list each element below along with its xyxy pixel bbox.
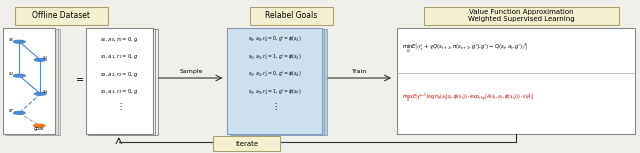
Circle shape [13, 74, 25, 77]
Text: $s_1, a_1, r_1=0, g$: $s_1, a_1, r_1=0, g$ [100, 52, 138, 61]
Circle shape [35, 58, 46, 61]
FancyBboxPatch shape [3, 28, 55, 134]
Circle shape [35, 92, 46, 95]
Text: Relabel Goals: Relabel Goals [265, 11, 317, 20]
Text: $s_0$: $s_0$ [8, 36, 14, 44]
FancyBboxPatch shape [213, 136, 280, 151]
FancyBboxPatch shape [230, 29, 324, 135]
FancyBboxPatch shape [86, 28, 153, 134]
Circle shape [13, 112, 25, 114]
Text: Offline Dataset: Offline Dataset [33, 11, 90, 20]
FancyBboxPatch shape [227, 28, 322, 134]
Text: $s_0, a_0, r_0'=0, g'=\phi(s_3)$: $s_0, a_0, r_0'=0, g'=\phi(s_3)$ [248, 35, 301, 44]
Text: $s_3, a_3, r_3=0, g$: $s_3, a_3, r_3=0, g$ [100, 87, 138, 96]
Text: Train: Train [352, 69, 367, 74]
Text: Iterate: Iterate [235, 141, 258, 147]
FancyBboxPatch shape [91, 29, 158, 135]
Text: Value Function Approximation
Weighted Supervised Learning: Value Function Approximation Weighted Su… [468, 9, 575, 22]
Text: $s_1, a_1, r_1'=1, g'=\phi(s_2)$: $s_1, a_1, r_1'=1, g'=\phi(s_2)$ [248, 52, 301, 62]
Text: goal: goal [34, 127, 45, 131]
Text: $s_1$: $s_1$ [42, 54, 49, 62]
Text: $s_0, a_0, r_0=0, g$: $s_0, a_0, r_0=0, g$ [100, 35, 138, 44]
FancyBboxPatch shape [397, 28, 636, 134]
Text: $\vdots$: $\vdots$ [271, 101, 278, 112]
Text: $s_2$: $s_2$ [8, 70, 14, 78]
FancyBboxPatch shape [5, 29, 58, 135]
Text: $s_2, a_2, r_2'=0, g'=\phi(s_4)$: $s_2, a_2, r_2'=0, g'=\phi(s_4)$ [248, 69, 301, 79]
FancyBboxPatch shape [86, 28, 153, 134]
Text: $=$: $=$ [74, 73, 85, 83]
FancyBboxPatch shape [232, 29, 327, 135]
Text: $s_2, a_2, r_2=0, g$: $s_2, a_2, r_2=0, g$ [100, 70, 138, 79]
Text: $s_3, a_3, r_3'=1, g'=\phi(s_T)$: $s_3, a_3, r_3'=1, g'=\phi(s_T)$ [248, 87, 301, 97]
FancyBboxPatch shape [88, 29, 156, 135]
FancyBboxPatch shape [250, 7, 333, 25]
Text: $\max_\theta E\!\left[\gamma^{t-1}\log\pi_\theta(a_t|s_t,\phi(s_t))\cdot\exp_{\m: $\max_\theta E\!\left[\gamma^{t-1}\log\p… [402, 91, 534, 104]
FancyBboxPatch shape [15, 7, 108, 25]
Text: $s_T$: $s_T$ [8, 107, 15, 115]
Text: Sample: Sample [179, 69, 203, 74]
FancyBboxPatch shape [8, 29, 60, 135]
Text: $\min_Q E\!\left[\left(r_t^{\prime}+\gamma Q(s_{t+1},\pi(s_{t+1},g^{\prime}),g^{: $\min_Q E\!\left[\left(r_t^{\prime}+\gam… [402, 42, 529, 55]
Text: $\vdots$: $\vdots$ [116, 101, 122, 112]
Circle shape [33, 124, 45, 127]
FancyBboxPatch shape [424, 7, 618, 25]
Circle shape [13, 40, 25, 43]
Text: $s_3$: $s_3$ [42, 88, 49, 96]
